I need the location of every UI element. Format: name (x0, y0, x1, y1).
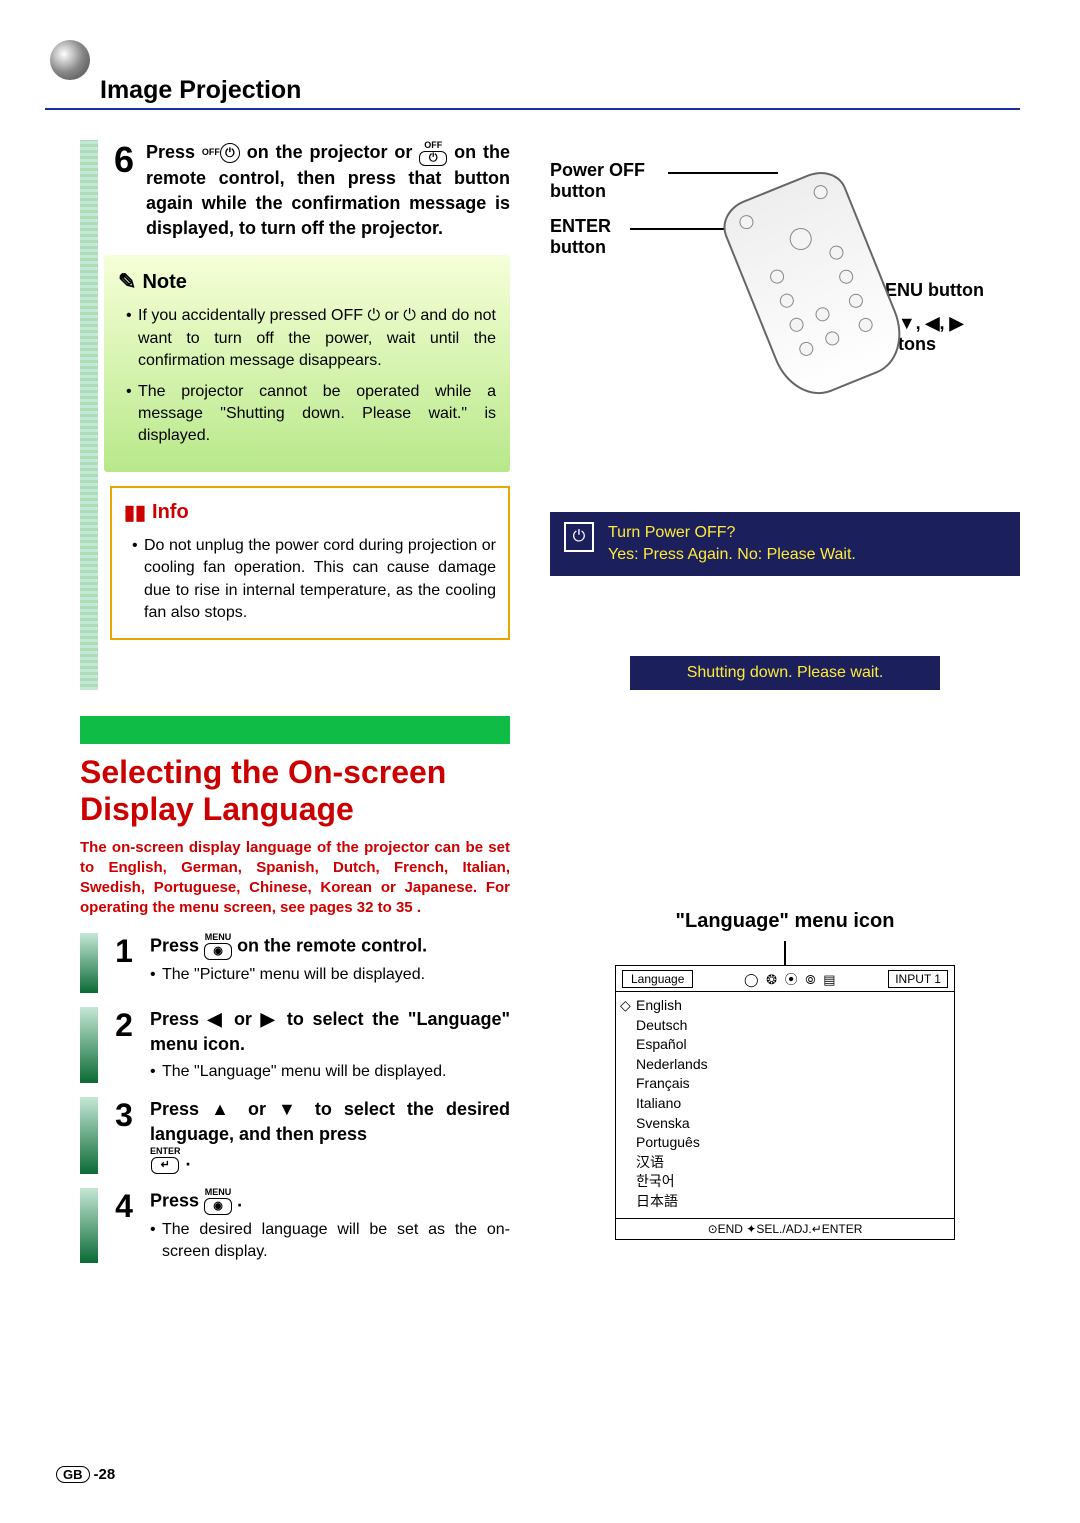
language-item: 한국어 (636, 1172, 944, 1192)
step-6-text: Press OFF on the projector or OFF⏻ on th… (146, 140, 510, 241)
right-column: Power OFF button ENTER button MENU butto… (550, 140, 1020, 1277)
language-item: 日本語 (636, 1192, 944, 1212)
language-menu-heading: "Language" menu icon (550, 910, 1020, 933)
page-ref-b: 35 (396, 899, 413, 916)
step-gradient-bar (80, 1007, 98, 1083)
section-heading: Selecting the On-screen Display Language (80, 754, 510, 828)
step-2-block: 2 Press ◀ or ▶ to select the "Language" … (80, 1007, 510, 1083)
info-icon: ▮▮ (124, 500, 146, 525)
label-power-off: Power OFF button (550, 160, 670, 202)
input-label: INPUT 1 (888, 970, 948, 988)
language-menu-box: Language ◯ ❂ ⦿ ⦾ ▤ INPUT 1 English Deuts… (615, 965, 955, 1240)
menu-icons-row: ◯ ❂ ⦿ ⦾ ▤ (744, 969, 838, 988)
remote-diagram: Power OFF button ENTER button MENU butto… (550, 160, 1020, 440)
note-icon: ✎ (118, 269, 136, 295)
step6-text-b: on the projector or (247, 142, 419, 162)
page-footer: GB -28 (56, 1466, 115, 1483)
language-menu-footer: ⊙END ✦SEL./ADJ.↵ENTER (616, 1218, 954, 1239)
section-intro: The on-screen display language of the pr… (80, 838, 510, 919)
step-3-text: Press ▲ or ▼ to select the desired langu… (150, 1097, 510, 1175)
off-label-inline-2: OFF⏻ (419, 141, 447, 166)
menu-button-inline: MENU◉ (204, 933, 232, 960)
leader-line (668, 172, 778, 174)
section-intro-a: The on-screen display language of the pr… (80, 839, 510, 917)
leader-line (784, 941, 786, 965)
step-gradient-bar (80, 1097, 98, 1175)
step-number: 2 (110, 1007, 138, 1041)
remote-body (715, 163, 914, 406)
off-label-inline: OFF (202, 148, 220, 158)
step-gradient-bar (80, 140, 98, 690)
osd-shutdown-box: Shutting down. Please wait. (630, 656, 940, 690)
section-green-bar (80, 716, 510, 744)
step-1-bullet: The "Picture" menu will be displayed. (150, 964, 510, 986)
info-box: ▮▮ Info Do not unplug the power cord dur… (110, 486, 510, 641)
info-list: Do not unplug the power cord during proj… (124, 535, 496, 625)
language-list: English Deutsch Español Nederlands Franç… (616, 992, 954, 1218)
page-title: Image Projection (100, 76, 301, 105)
note-item: If you accidentally pressed OFF ⏻ or ⏻ a… (126, 305, 496, 372)
language-tab: Language (622, 970, 693, 988)
step-number: 3 (110, 1097, 138, 1131)
info-item: Do not unplug the power cord during proj… (132, 535, 496, 625)
section-intro-end: . (417, 899, 421, 916)
step-2-bullet: The "Language" menu will be displayed. (150, 1061, 510, 1083)
language-item: Svenska (636, 1114, 944, 1134)
footer-gb-badge: GB (56, 1466, 90, 1483)
step-number: 4 (110, 1188, 138, 1222)
page-ref-a: 32 (357, 899, 374, 916)
steps-list: 1 Press MENU◉ on the remote control. The… (80, 933, 510, 1263)
section-intro-mid: to (378, 899, 396, 916)
language-item: Español (636, 1035, 944, 1055)
note-title: ✎ Note (118, 269, 496, 295)
info-title-text: Info (152, 501, 189, 524)
language-item: Nederlands (636, 1055, 944, 1075)
step-1-text: Press MENU◉ on the remote control. (150, 933, 510, 960)
step-gradient-bar (80, 1188, 98, 1262)
language-item: 汉语 (636, 1153, 944, 1173)
menu-button-inline: MENU◉ (204, 1188, 232, 1215)
language-menu-header: Language ◯ ❂ ⦿ ⦾ ▤ INPUT 1 (616, 966, 954, 991)
osd-confirmation-box: ⏻ Turn Power OFF? Yes: Press Again. No: … (550, 512, 1020, 576)
step-number: 1 (110, 933, 138, 967)
language-item: Français (636, 1074, 944, 1094)
language-footer-text: ⊙END ✦SEL./ADJ.↵ENTER (708, 1222, 863, 1236)
step6-text-a: Press (146, 142, 202, 162)
note-list: If you accidentally pressed OFF ⏻ or ⏻ a… (118, 305, 496, 447)
step-2-text: Press ◀ or ▶ to select the "Language" me… (150, 1007, 510, 1057)
note-item: The projector cannot be operated while a… (126, 381, 496, 448)
footer-page-number: -28 (94, 1466, 116, 1483)
enter-button-inline: ENTER↵ (150, 1147, 181, 1174)
osd-text: Turn Power OFF? Yes: Press Again. No: Pl… (608, 522, 856, 567)
power-icon (220, 143, 240, 163)
step-4-bullet: The desired language will be set as the … (150, 1219, 510, 1262)
step-1-block: 1 Press MENU◉ on the remote control. The… (80, 933, 510, 993)
label-enter: ENTER button (550, 216, 640, 258)
step-4-text: Press MENU◉ . (150, 1188, 510, 1215)
info-title: ▮▮ Info (124, 500, 496, 525)
osd-line1: Turn Power OFF? (608, 522, 856, 544)
step-gradient-bar (80, 933, 98, 993)
language-item: Português (636, 1133, 944, 1153)
note-title-text: Note (142, 271, 186, 294)
osd-line2: Yes: Press Again. No: Please Wait. (608, 544, 856, 566)
left-column: 6 Press OFF on the projector or OFF⏻ on … (80, 140, 510, 1277)
language-item: Deutsch (636, 1016, 944, 1036)
language-item: English (636, 996, 944, 1016)
header-rule (45, 108, 1020, 110)
step-4-block: 4 Press MENU◉ . The desired language wil… (80, 1188, 510, 1262)
power-icon: ⏻ (564, 522, 594, 552)
content-columns: 6 Press OFF on the projector or OFF⏻ on … (80, 140, 1020, 1277)
step-3-block: 3 Press ▲ or ▼ to select the desired lan… (80, 1097, 510, 1175)
header-ornament-dot (50, 40, 90, 80)
step-number: 6 (110, 140, 138, 241)
note-box: ✎ Note If you accidentally pressed OFF ⏻… (110, 255, 510, 471)
language-item: Italiano (636, 1094, 944, 1114)
step-6-block: 6 Press OFF on the projector or OFF⏻ on … (80, 140, 510, 690)
